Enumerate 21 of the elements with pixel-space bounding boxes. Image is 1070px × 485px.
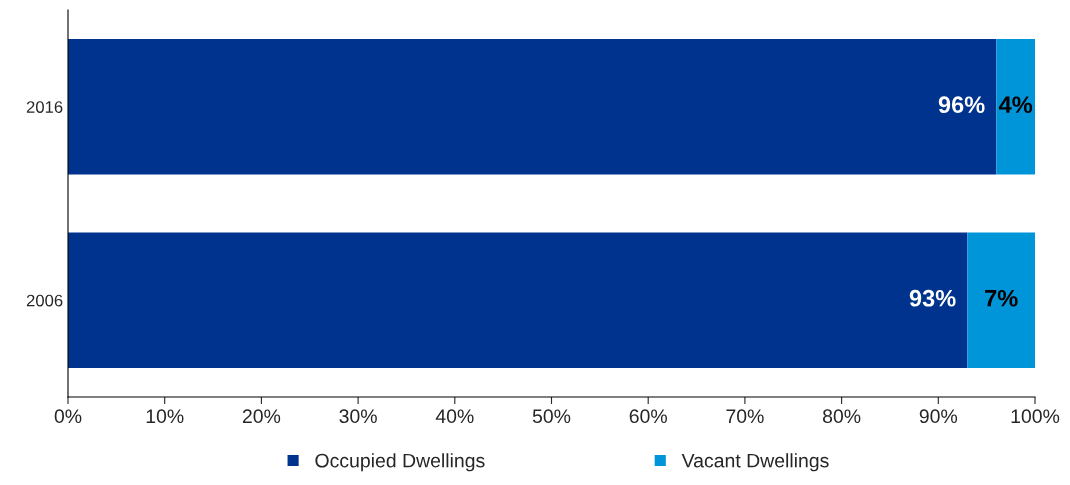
legend-label: Vacant Dwellings: [681, 453, 829, 472]
bar: [996, 39, 1035, 175]
x-tick-label: 70%: [726, 409, 764, 424]
bar: [967, 232, 1035, 368]
y-tick-label: 2016: [26, 101, 63, 113]
x-tick-label: 90%: [919, 409, 958, 424]
x-tick-label: 50%: [532, 409, 571, 424]
y-tick-label: 2006: [26, 294, 63, 307]
x-tick-label: 20%: [242, 409, 281, 424]
data-label: 4%: [998, 96, 1033, 114]
data-label: 93%: [909, 289, 956, 307]
x-tick-label: 100%: [1011, 409, 1060, 424]
x-tick-label: 40%: [435, 409, 474, 424]
x-tick-label: 10%: [146, 409, 184, 424]
x-tick-label: 0%: [54, 409, 82, 424]
x-tick-label: 80%: [822, 409, 861, 424]
data-label: 7%: [985, 289, 1018, 307]
data-label: 96%: [938, 96, 985, 114]
legend-label: Occupied Dwellings: [315, 453, 485, 472]
x-tick-label: 30%: [339, 409, 377, 424]
x-tick-label: 60%: [629, 409, 667, 424]
